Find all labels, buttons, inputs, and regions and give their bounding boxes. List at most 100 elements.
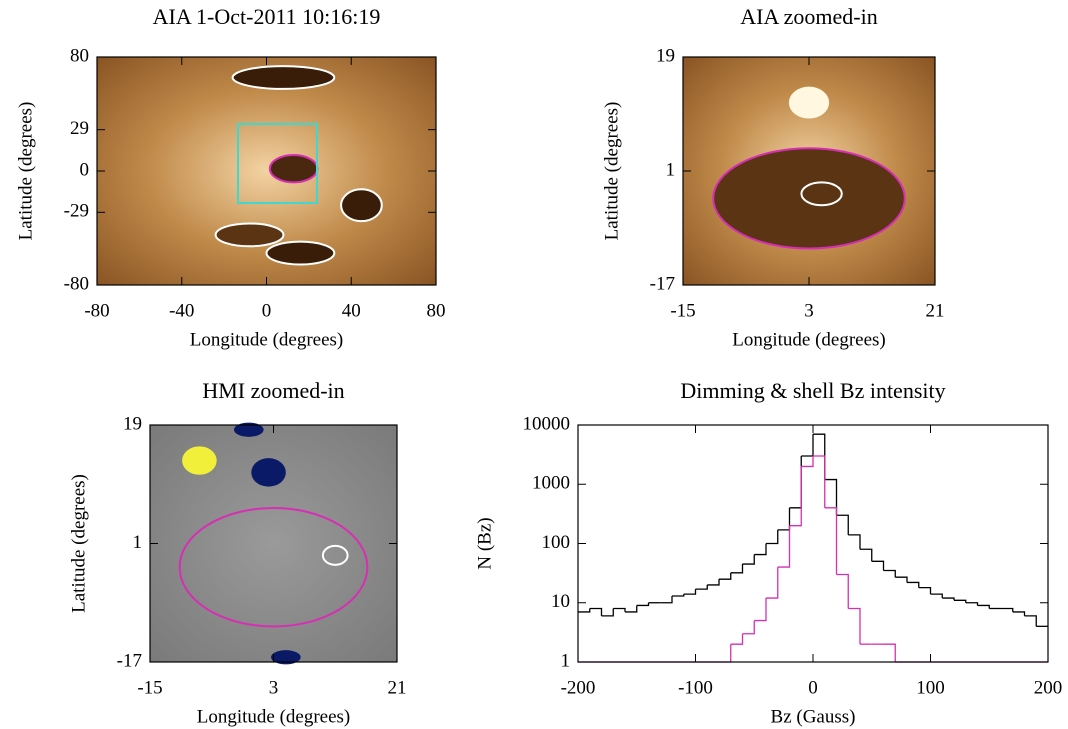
- histogram-step: [790, 456, 802, 508]
- histogram-step: [813, 434, 825, 479]
- x-tick-label: 100: [916, 677, 945, 698]
- x-tick-label: 40: [342, 300, 361, 321]
- histogram-step: [754, 544, 766, 555]
- y-tick-label: 1000: [532, 473, 570, 494]
- y-tick-label: 1: [561, 650, 571, 671]
- x-tick-label: -40: [169, 300, 194, 321]
- x-axis-label: Longitude (degrees): [190, 329, 344, 350]
- histogram-step: [778, 526, 790, 567]
- x-axis-label: Longitude (degrees): [197, 706, 351, 727]
- histogram-step: [813, 456, 825, 508]
- x-tick-label: 3: [269, 677, 279, 698]
- x-tick-label: 21: [926, 300, 945, 321]
- histogram-step: [872, 561, 884, 570]
- histogram-step: [919, 588, 931, 594]
- image-feature: [216, 223, 284, 246]
- image-feature: [233, 66, 335, 89]
- image-feature: [251, 458, 286, 486]
- x-tick-label: -200: [561, 677, 596, 698]
- x-tick-label: 80: [427, 300, 446, 321]
- histogram-step: [719, 573, 731, 579]
- y-tick-label: 29: [70, 118, 89, 139]
- histogram-step: [590, 608, 602, 615]
- image-feature: [267, 242, 335, 265]
- histogram-step: [801, 434, 813, 456]
- histogram-step: [602, 608, 614, 615]
- histogram-step: [966, 603, 978, 606]
- x-tick-label: 0: [262, 300, 272, 321]
- x-tick-label: -80: [84, 300, 109, 321]
- histogram-step: [848, 608, 860, 644]
- histogram-step: [884, 571, 896, 578]
- image-feature: [270, 155, 317, 182]
- histogram-step: [1013, 612, 1025, 616]
- histogram-step: [719, 644, 731, 662]
- y-axis-label: Latitude (degrees): [68, 474, 89, 613]
- histogram-step: [837, 574, 849, 608]
- y-axis-label: Latitude (degrees): [601, 102, 622, 241]
- histogram-step: [848, 535, 860, 549]
- y-tick-label: -80: [64, 273, 89, 294]
- y-tick-label: 0: [80, 159, 90, 180]
- histogram-step: [766, 567, 778, 598]
- y-tick-label: 19: [123, 413, 142, 434]
- histogram-step: [731, 634, 743, 644]
- x-tick-label: 0: [808, 677, 818, 698]
- histogram-step: [613, 608, 625, 611]
- y-tick-label: 1: [133, 532, 143, 553]
- x-tick-label: -15: [670, 300, 695, 321]
- histogram-step: [825, 508, 837, 575]
- figure: AIA 1-Oct-2011 10:16:19 Longitude (degree…: [0, 0, 1068, 729]
- histogram-step: [778, 508, 790, 530]
- y-tick-label: 10: [551, 591, 570, 612]
- histogram-step: [707, 579, 719, 585]
- y-axis-label: N (Bz): [474, 517, 495, 569]
- y-tick-label: 10000: [523, 413, 571, 434]
- image-feature: [713, 148, 905, 248]
- y-tick-label: -29: [64, 201, 89, 222]
- histogram-step: [578, 608, 590, 611]
- x-tick-label: 21: [388, 677, 407, 698]
- histogram-step: [743, 621, 755, 634]
- histogram-step: [860, 549, 872, 561]
- x-tick-label: -100: [678, 677, 713, 698]
- histogram-step: [837, 515, 849, 535]
- histogram-step: [637, 603, 649, 606]
- histogram-step: [942, 598, 954, 600]
- y-tick-label: 100: [542, 532, 571, 553]
- histogram-step: [1001, 608, 1013, 611]
- histogram-step: [825, 480, 837, 516]
- histogram-step: [731, 564, 743, 573]
- histogram-step: [790, 466, 802, 525]
- chart-title: HMI zoomed-in: [202, 378, 344, 403]
- y-tick-label: -17: [650, 273, 675, 294]
- chart-title: AIA 1-Oct-2011 10:16:19: [153, 4, 381, 29]
- y-axis-label: Latitude (degrees): [15, 102, 36, 241]
- histogram-step: [801, 456, 813, 466]
- histogram-step: [684, 589, 696, 594]
- x-tick-label: -15: [137, 677, 162, 698]
- image-feature: [341, 189, 382, 221]
- x-axis-label: Longitude (degrees): [732, 329, 886, 350]
- histogram-step: [895, 577, 907, 582]
- x-tick-label: 200: [1034, 677, 1063, 698]
- histogram-step: [884, 644, 896, 662]
- histogram-step: [672, 594, 684, 596]
- histogram-step: [907, 582, 919, 587]
- histogram-step: [625, 605, 637, 611]
- image-feature: [182, 446, 217, 474]
- histogram-step: [766, 530, 778, 544]
- histogram-step: [978, 605, 990, 608]
- histogram-step: [954, 600, 966, 602]
- y-tick-label: 1: [666, 159, 676, 180]
- chart-title: AIA zoomed-in: [740, 4, 877, 29]
- panels: AIA 1-Oct-2011 10:16:19 Longitude (degree…: [15, 4, 1062, 727]
- x-tick-label: 3: [804, 300, 814, 321]
- x-axis-label: Bz (Gauss): [771, 706, 856, 727]
- histogram-step: [743, 555, 755, 564]
- y-tick-label: -17: [117, 650, 142, 671]
- histogram-step: [660, 596, 672, 603]
- chart-title: Dimming & shell Bz intensity: [680, 378, 945, 403]
- histogram-step: [1025, 616, 1037, 626]
- histogram-step: [696, 585, 708, 589]
